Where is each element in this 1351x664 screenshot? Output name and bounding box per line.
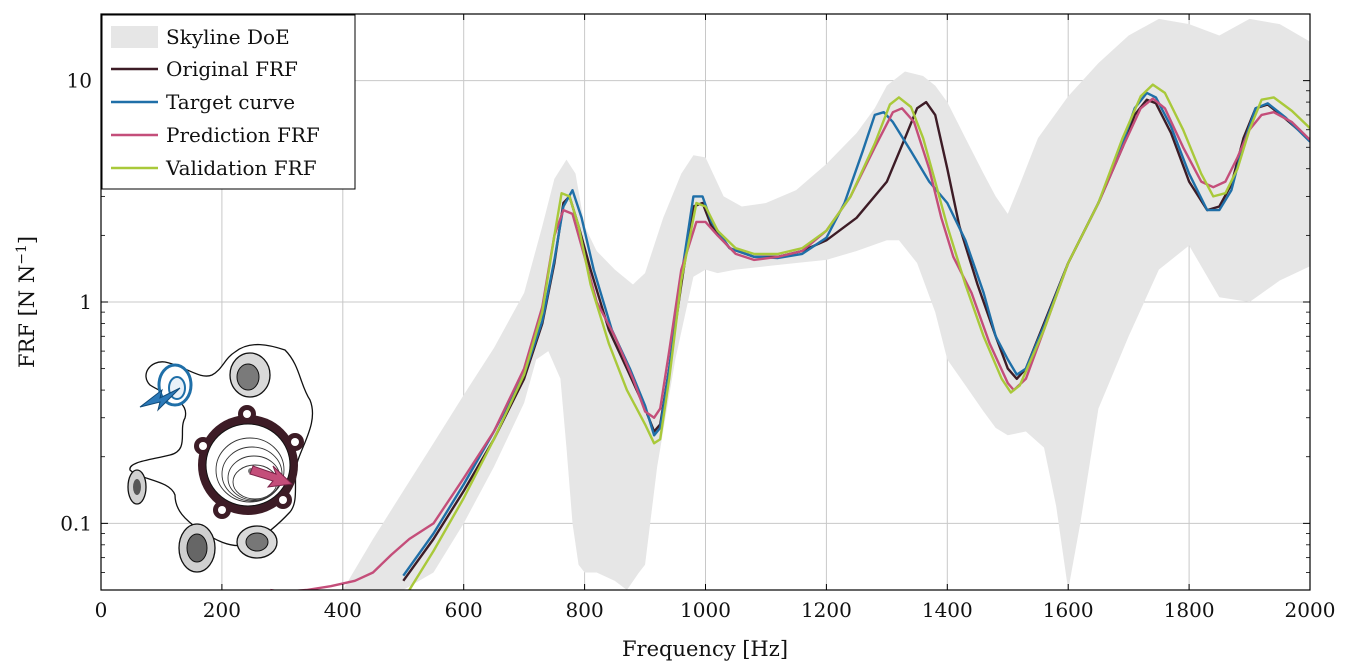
flange-bolt-hole-bottom [218, 506, 226, 514]
legend: Skyline DoE Original FRF Target curve Pr… [101, 14, 356, 190]
x-tick-label-600: 600 [445, 598, 483, 622]
boss-top-right-hole [236, 363, 260, 391]
x-tick-label-1800: 1800 [1164, 598, 1215, 622]
band-skyline-doe [342, 18, 1310, 590]
x-tick-labels: 0 200 400 600 800 1000 1200 1400 1600 1800 2000 [95, 598, 1336, 622]
legend-swatch-skyline-doe [111, 26, 158, 48]
flange-bolt-hole-right [291, 438, 299, 446]
y-axis-label: FRF [N N−1] [14, 236, 39, 368]
x-tick-label-1200: 1200 [801, 598, 852, 622]
flange-bolt-hole-bottom-right [279, 496, 287, 504]
skyline-doe-band-layer [342, 18, 1310, 590]
legend-label-prediction-frf: Prediction FRF [166, 123, 320, 147]
legend-label-skyline-doe: Skyline DoE [166, 25, 290, 49]
blue-force-arrow-icon [139, 387, 181, 412]
y-tick-label-2: 10 [67, 69, 92, 93]
legend-label-target-curve: Target curve [166, 90, 295, 114]
y-tick-labels: 0.1 1 10 [60, 69, 92, 536]
x-tick-label-0: 0 [95, 598, 108, 622]
x-tick-label-1400: 1400 [922, 598, 973, 622]
flange-bore-line-1 [215, 437, 285, 503]
y-tick-label-0: 0.1 [60, 511, 92, 535]
y-axis-label-exp: −1 [14, 244, 30, 265]
component-illustration [127, 343, 314, 573]
flange-bore [205, 423, 291, 507]
series-line-target-curve [402, 91, 1310, 577]
series-line-validation-frf [408, 83, 1310, 590]
flange-bolt-hole-left [199, 442, 207, 450]
y-tick-label-1: 1 [79, 290, 92, 314]
x-tick-label-1000: 1000 [680, 598, 731, 622]
boss-left-hole [133, 479, 141, 495]
flange-bolt-hole-top [243, 410, 251, 418]
boss-bottom-left-hole [186, 533, 208, 563]
y-axis-label-close: ] [15, 236, 39, 244]
y-axis-label-main: FRF [15, 323, 39, 368]
x-tick-label-800: 800 [566, 598, 604, 622]
legend-label-original-frf: Original FRF [166, 57, 298, 81]
x-tick-label-2000: 2000 [1285, 598, 1336, 622]
x-tick-label-1600: 1600 [1043, 598, 1094, 622]
legend-label-validation-frf: Validation FRF [165, 156, 317, 180]
boss-bottom-right-hole [245, 532, 269, 552]
x-axis-label: Frequency [Hz] [622, 637, 788, 661]
x-tick-label-400: 400 [324, 598, 362, 622]
series-layer [270, 83, 1310, 590]
x-tick-label-200: 200 [203, 598, 241, 622]
pink-force-arrow-icon [249, 465, 294, 488]
series-line-prediction-frf [270, 97, 1310, 590]
y-axis-label-unit: [N N [15, 265, 39, 317]
